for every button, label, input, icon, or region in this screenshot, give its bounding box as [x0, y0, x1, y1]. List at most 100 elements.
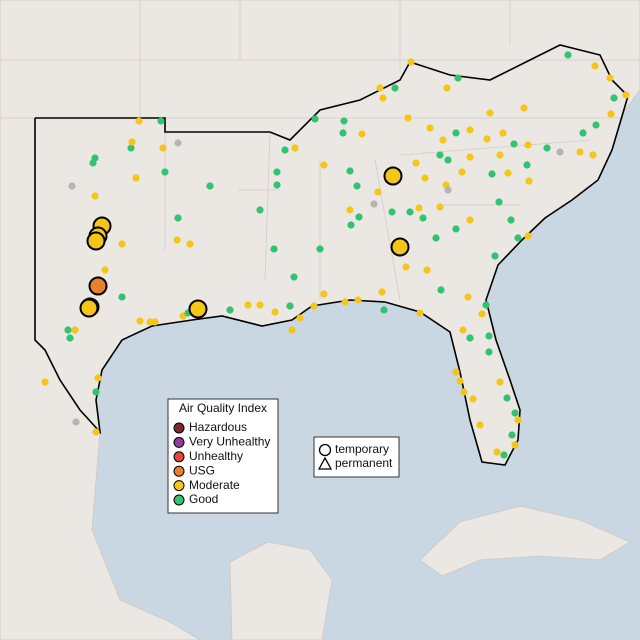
- monitor: [486, 109, 494, 117]
- monitor: [341, 298, 349, 306]
- monitor: [607, 110, 615, 118]
- monitor: [444, 186, 452, 194]
- monitor: [388, 208, 396, 216]
- temporary-icon: [318, 443, 332, 457]
- legend-label: Very Unhealthy: [189, 435, 270, 449]
- monitor: [416, 309, 424, 317]
- monitor: [376, 84, 384, 92]
- cuba: [419, 505, 631, 577]
- monitor: [358, 130, 366, 138]
- monitor: [464, 293, 472, 301]
- monitor: [483, 135, 491, 143]
- yucatan: [229, 541, 333, 640]
- monitor: [507, 216, 515, 224]
- monitor: [514, 416, 522, 424]
- legend-box: [167, 398, 279, 514]
- temporary-monitor: [390, 237, 410, 257]
- monitor: [127, 144, 135, 152]
- monitor: [380, 306, 388, 314]
- monitor: [469, 395, 477, 403]
- monitor: [511, 441, 519, 449]
- monitor: [493, 448, 501, 456]
- monitor: [511, 409, 519, 417]
- monitor: [174, 214, 182, 222]
- monitor: [564, 51, 572, 59]
- monitor: [610, 94, 618, 102]
- monitor: [256, 301, 264, 309]
- monitor: [406, 208, 414, 216]
- monitor: [478, 310, 486, 318]
- shape-legend-label: permanent: [335, 456, 393, 470]
- monitor: [488, 170, 496, 178]
- monitor: [226, 306, 234, 314]
- legend-label: Moderate: [189, 478, 240, 492]
- monitor: [491, 252, 499, 260]
- legend-title: Air Quality Index: [179, 401, 267, 415]
- permanent-icon: [317, 456, 333, 470]
- shape-legend-label: temporary: [335, 442, 389, 456]
- monitor: [159, 144, 167, 152]
- monitor: [432, 234, 440, 242]
- monitor: [460, 388, 468, 396]
- monitor: [186, 240, 194, 248]
- monitor: [273, 168, 281, 176]
- monitor: [426, 124, 434, 132]
- monitor: [135, 117, 143, 125]
- monitor: [419, 214, 427, 222]
- monitor: [91, 192, 99, 200]
- monitor: [404, 114, 412, 122]
- shape-legend-box: [313, 436, 400, 478]
- monitor: [458, 168, 466, 176]
- monitor: [466, 126, 474, 134]
- monitor: [173, 236, 181, 244]
- monitor: [370, 200, 378, 208]
- temporary-monitor: [86, 231, 106, 251]
- monitor: [41, 378, 49, 386]
- monitor: [543, 144, 551, 152]
- monitor: [514, 234, 522, 242]
- monitor: [244, 301, 252, 309]
- monitor: [288, 326, 296, 334]
- monitor: [485, 348, 493, 356]
- monitor: [423, 266, 431, 274]
- monitor: [466, 153, 474, 161]
- monitor: [439, 136, 447, 144]
- monitor: [606, 74, 614, 82]
- monitor: [94, 374, 102, 382]
- legend-label: Unhealthy: [189, 449, 243, 463]
- monitor: [500, 451, 508, 459]
- monitor: [508, 431, 516, 439]
- monitors: [41, 51, 630, 459]
- monitor: [347, 221, 355, 229]
- monitor: [340, 117, 348, 125]
- temporary-monitor: [88, 276, 108, 296]
- monitor: [485, 332, 493, 340]
- legend-swatch: [173, 465, 185, 477]
- temporary-monitor: [79, 298, 99, 318]
- monitor: [72, 418, 80, 426]
- monitor: [256, 206, 264, 214]
- monitor: [402, 263, 410, 271]
- monitor: [510, 140, 518, 148]
- monitor: [346, 167, 354, 175]
- monitor: [71, 326, 79, 334]
- monitor: [271, 308, 279, 316]
- monitor: [286, 302, 294, 310]
- monitor: [444, 156, 452, 164]
- monitor: [174, 139, 182, 147]
- monitor: [589, 151, 597, 159]
- monitor: [374, 188, 382, 196]
- monitor: [101, 266, 109, 274]
- monitor: [296, 314, 304, 322]
- temporary-monitor: [383, 166, 403, 186]
- monitor: [591, 62, 599, 70]
- monitor: [378, 288, 386, 296]
- monitor: [354, 296, 362, 304]
- monitor: [452, 129, 460, 137]
- monitor: [556, 148, 564, 156]
- monitor: [206, 182, 214, 190]
- monitor: [273, 181, 281, 189]
- monitor: [291, 144, 299, 152]
